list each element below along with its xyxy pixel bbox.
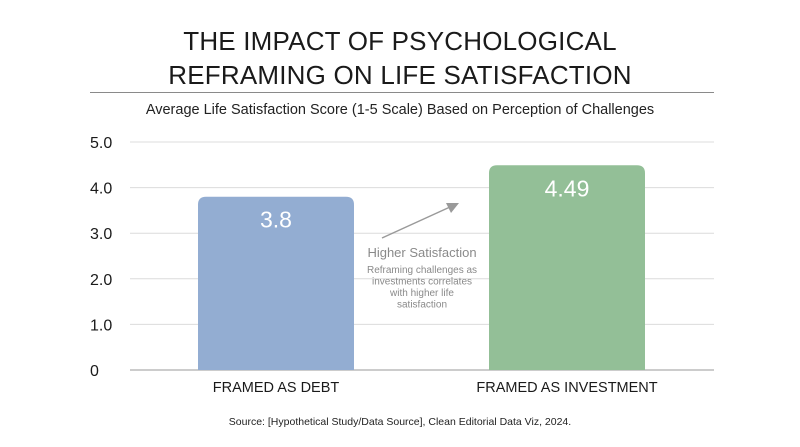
y-tick-label: 0 xyxy=(90,363,99,380)
y-axis-ticks: 0 1.0 2.0 3.0 4.0 5.0 xyxy=(90,135,112,380)
source-note: Source: [Hypothetical Study/Data Source]… xyxy=(228,416,572,428)
y-tick-label: 4.0 xyxy=(90,181,112,198)
annotation-text-line: investments correlates xyxy=(372,277,472,288)
x-tick-label: FRAMED AS DEBT xyxy=(213,380,340,396)
bar xyxy=(198,196,354,370)
x-tick-label: FRAMED AS INVESTMENT xyxy=(476,380,657,396)
annotation-text-line: with higher life xyxy=(389,288,454,299)
chart-title-line-2: REFRAMING ON LIFE SATISFACTION xyxy=(168,60,632,90)
arrow-line xyxy=(381,206,451,239)
chart-title-line-1: THE IMPACT OF PSYCHOLOGICAL xyxy=(183,26,617,56)
title-divider xyxy=(90,92,714,93)
bars: 3.8 FRAMED AS DEBT 4.49 FRAMED AS INVESTMEN… xyxy=(198,165,658,396)
bar xyxy=(489,165,645,370)
bar-value-label: 3.8 xyxy=(260,207,292,233)
y-tick-label: 1.0 xyxy=(90,317,112,334)
arrow-head-icon xyxy=(446,203,459,213)
y-tick-label: 3.0 xyxy=(90,226,112,243)
annotation: Higher Satisfaction Reframing challenges … xyxy=(367,203,477,311)
annotation-text-line: Reframing challenges as xyxy=(367,265,477,276)
annotation-title: Higher Satisfaction xyxy=(367,245,476,260)
chart-subtitle: Average Life Satisfaction Score (1-5 Sca… xyxy=(145,102,655,118)
y-tick-label: 5.0 xyxy=(90,135,112,152)
annotation-text-line: satisfaction xyxy=(397,300,447,311)
chart-title: THE IMPACT OF PSYCHOLOGICAL REFRAMING ON… xyxy=(0,24,800,92)
y-tick-label: 2.0 xyxy=(90,272,112,289)
bar-value-label: 4.49 xyxy=(545,175,590,201)
